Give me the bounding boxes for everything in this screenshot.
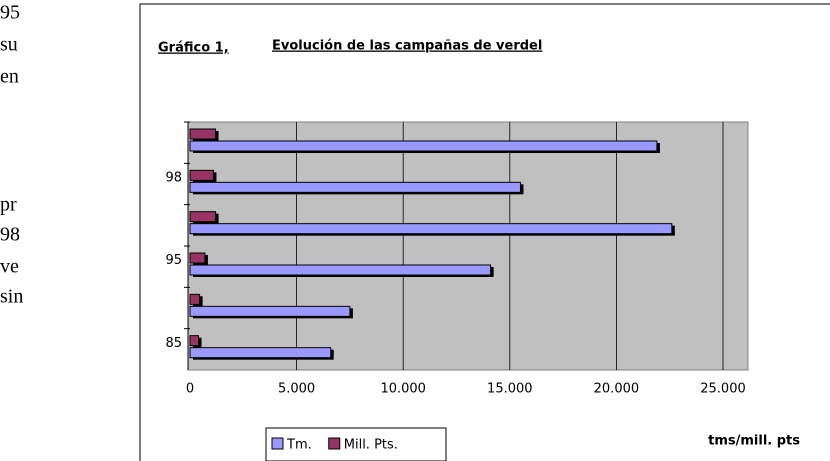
bar xyxy=(189,252,206,264)
legend-label: Tm. xyxy=(286,438,312,453)
y-tick-label: 85 xyxy=(165,336,182,351)
x-tick-label: 20.000 xyxy=(594,382,640,397)
x-tick-label: 10.000 xyxy=(380,382,426,397)
bar xyxy=(189,293,201,305)
doc-text: ve xyxy=(0,256,19,278)
bar xyxy=(189,169,214,181)
bar xyxy=(189,223,673,235)
y-tick-label: 95 xyxy=(165,253,182,268)
doc-text: su xyxy=(0,34,18,56)
bar xyxy=(189,181,521,193)
y-tick-label: 98 xyxy=(165,171,182,186)
x-tick-label: 25.000 xyxy=(700,382,746,397)
chart-title: Evolución de las campañas de verdel xyxy=(272,39,542,54)
doc-text: sin xyxy=(0,286,23,308)
legend xyxy=(265,427,447,461)
legend-swatch xyxy=(271,437,284,450)
bar xyxy=(189,347,332,359)
legend-swatch xyxy=(328,437,341,450)
bar xyxy=(189,211,217,223)
bar xyxy=(189,128,217,140)
x-axis-label: tms/mill. pts xyxy=(708,434,800,449)
doc-text: 98 xyxy=(0,224,20,246)
legend-label: Mill. Pts. xyxy=(344,438,398,453)
doc-text: pr xyxy=(0,194,17,216)
plot-area xyxy=(187,121,749,371)
doc-text: en xyxy=(0,66,19,88)
doc-text: 95 xyxy=(0,2,20,24)
x-tick-label: 0 xyxy=(186,382,194,397)
bar xyxy=(189,305,351,317)
bar xyxy=(189,335,200,347)
bar xyxy=(189,140,658,152)
x-tick-label: 5.000 xyxy=(278,382,315,397)
x-tick-label: 15.000 xyxy=(487,382,533,397)
bar xyxy=(189,264,492,276)
chart-title-prefix: Gráfico 1, xyxy=(158,41,229,56)
